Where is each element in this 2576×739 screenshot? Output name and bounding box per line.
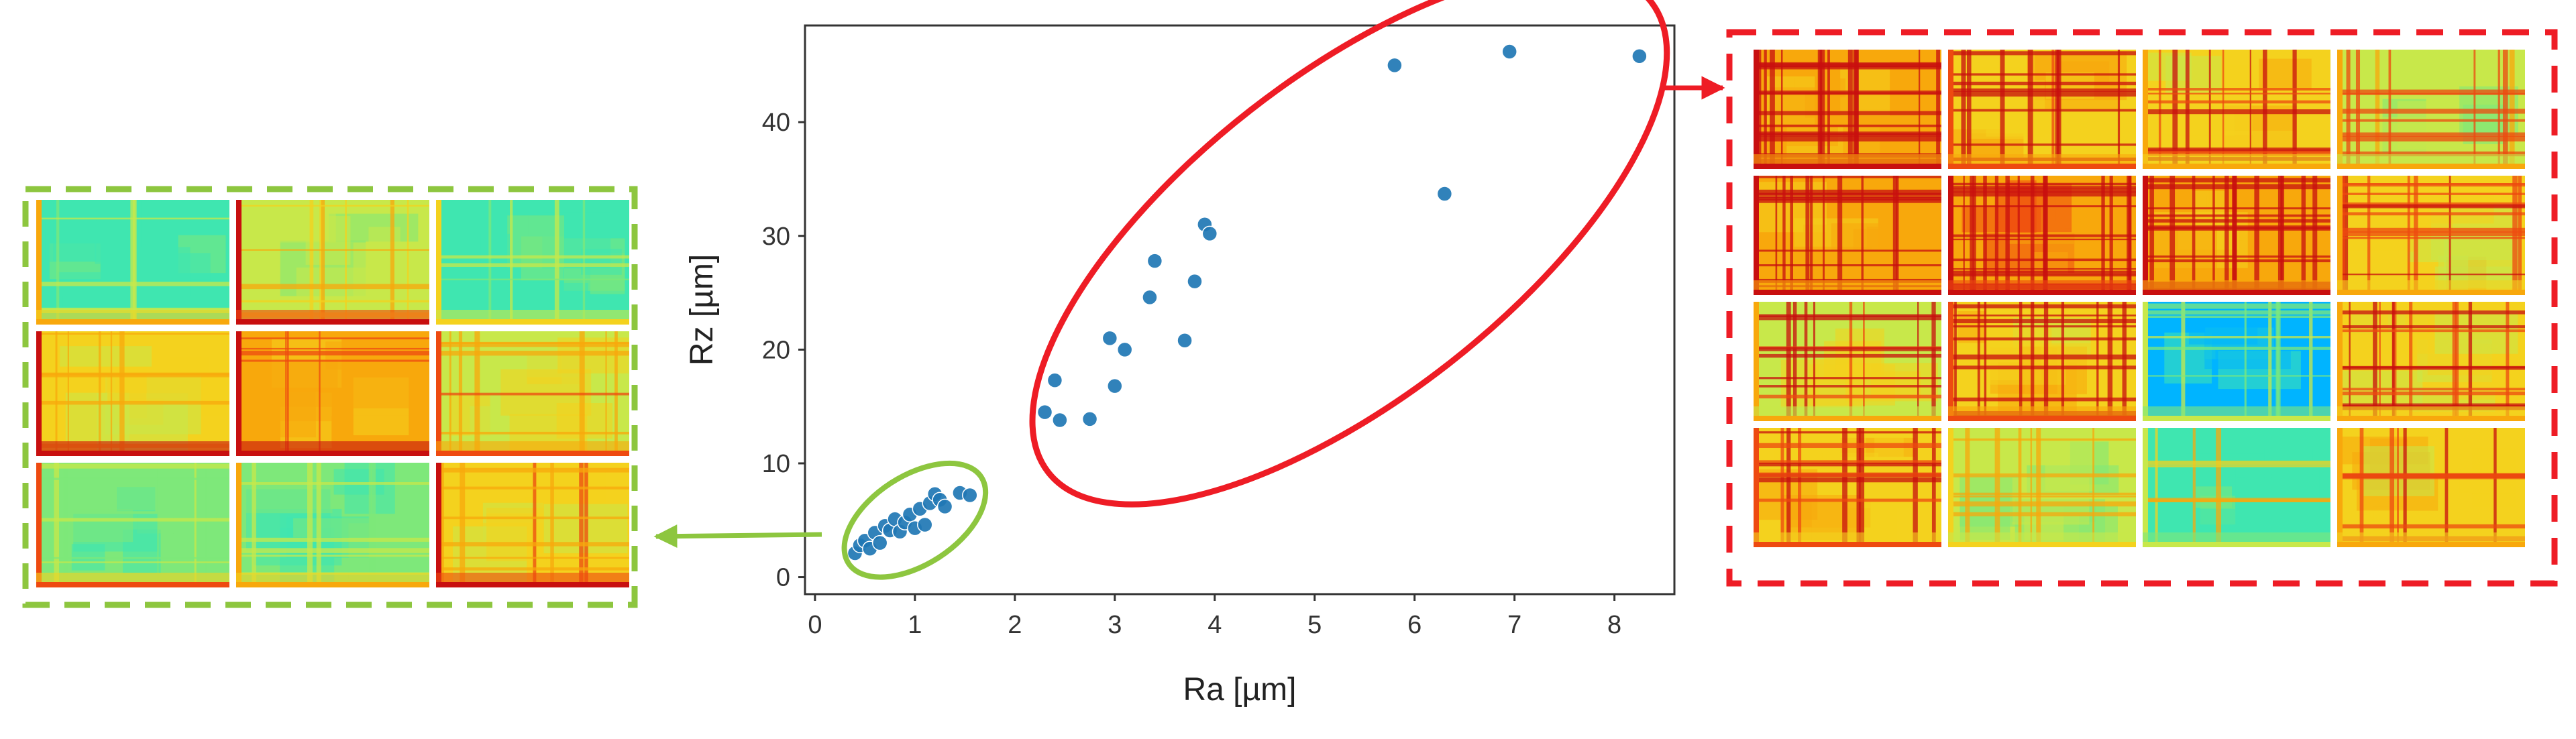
high-roughness-thumbnail-grid (1754, 50, 2525, 547)
data-point (1501, 44, 1517, 60)
data-point (1187, 273, 1203, 290)
heatmap-thumbnail (2143, 428, 2330, 547)
high-roughness-thumbnail-panel (1726, 29, 2558, 587)
data-point (1102, 330, 1118, 347)
heatmap-thumbnail (236, 200, 429, 325)
data-point (1081, 411, 1098, 427)
low-cluster-ellipse (841, 460, 989, 580)
y-tick-label: 10 (762, 450, 790, 478)
heatmap-thumbnail (2143, 50, 2330, 169)
data-points (847, 44, 1648, 561)
data-point (962, 487, 978, 504)
data-point (1146, 253, 1163, 269)
heatmap-thumbnail (2337, 428, 2525, 547)
x-tick-label: 2 (1008, 611, 1022, 639)
heatmap-thumbnail (1948, 302, 2136, 421)
plot-frame (804, 24, 1676, 595)
x-tick-label: 1 (908, 611, 922, 639)
axis-ticks: 0 1 2 3 4 5 6 7 8 0 10 20 30 40 (762, 109, 1621, 639)
data-point (1177, 333, 1193, 349)
data-point (1201, 225, 1218, 242)
heatmap-thumbnail (36, 200, 229, 325)
y-tick-label: 40 (762, 109, 790, 137)
x-tick-label: 7 (1507, 611, 1521, 639)
x-axis-label: Ra [µm] (1183, 672, 1296, 707)
heatmap-thumbnail (436, 200, 629, 325)
heatmap-thumbnail (2143, 302, 2330, 421)
data-point (1046, 372, 1063, 388)
heatmap-thumbnail (1948, 176, 2136, 295)
heatmap-thumbnail (1948, 428, 2136, 547)
data-point (1631, 48, 1648, 64)
heatmap-thumbnail (36, 463, 229, 587)
low-roughness-dashed-border (22, 186, 638, 608)
x-tick-label: 8 (1607, 611, 1621, 639)
data-point (936, 498, 953, 515)
x-tick-label: 3 (1108, 611, 1122, 639)
heatmap-thumbnail (36, 331, 229, 456)
x-tick-label: 0 (808, 611, 822, 639)
scatter-plot: 0 1 2 3 4 5 6 7 8 0 10 20 30 40 Ra [µm] Rz [µm] (684, 0, 1676, 707)
heatmap-thumbnail (436, 463, 629, 587)
y-tick-label: 20 (762, 336, 790, 364)
heatmap-thumbnail (2143, 176, 2330, 295)
heatmap-thumbnail (1948, 50, 2136, 169)
x-tick-label: 4 (1208, 611, 1222, 639)
heatmap-thumbnail (2337, 302, 2525, 421)
heatmap-thumbnail (2337, 176, 2525, 295)
heatmap-thumbnail (436, 331, 629, 456)
y-tick-label: 0 (776, 564, 790, 592)
low-roughness-thumbnail-grid (36, 200, 629, 587)
low-roughness-thumbnail-panel (22, 186, 638, 608)
data-point (871, 534, 888, 551)
heatmap-thumbnail (2337, 50, 2525, 169)
data-point (1107, 378, 1123, 394)
data-point (1436, 186, 1453, 202)
heatmap-thumbnail (1754, 428, 1941, 547)
heatmap-thumbnail (236, 331, 429, 456)
x-tick-label: 6 (1407, 611, 1421, 639)
high-cluster-ellipse (1029, 0, 1670, 508)
x-tick-label: 5 (1307, 611, 1322, 639)
high-roughness-dashed-border (1726, 29, 2558, 587)
data-point (1142, 289, 1158, 306)
data-point (1387, 57, 1403, 74)
data-point (1052, 412, 1068, 429)
data-point (917, 516, 933, 533)
heatmap-thumbnail (1754, 302, 1941, 421)
data-point (1116, 341, 1133, 358)
y-axis-label: Rz [µm] (684, 254, 720, 365)
low-cluster-arrow (653, 524, 822, 549)
heatmap-thumbnail (236, 463, 429, 587)
data-point (1036, 404, 1053, 420)
heatmap-thumbnail (1754, 176, 1941, 295)
heatmap-thumbnail (1754, 50, 1941, 169)
y-tick-label: 30 (762, 223, 790, 251)
cluster-ellipses (841, 0, 1670, 580)
